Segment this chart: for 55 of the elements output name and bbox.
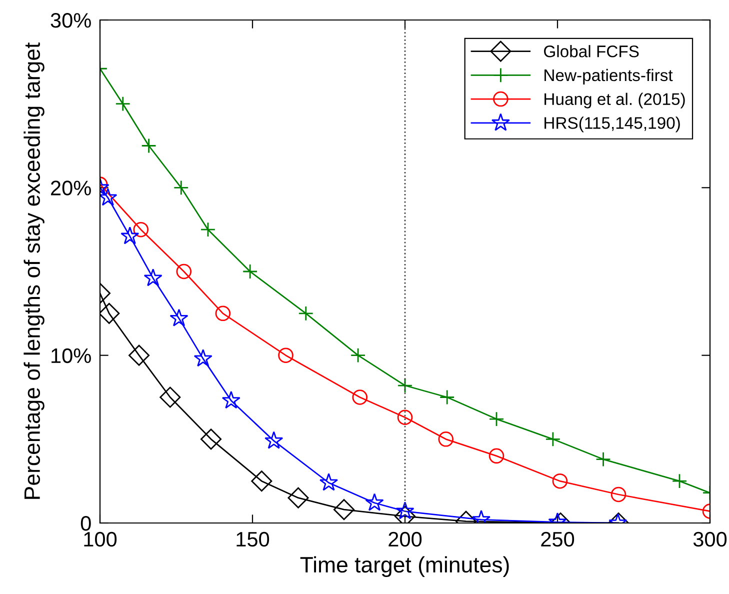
x-tick-label: 100: [84, 532, 117, 547]
point: [438, 432, 454, 447]
point: [115, 96, 131, 112]
y-tick-label: 10%: [52, 348, 91, 364]
point: [596, 452, 611, 467]
legend-label: HRS(115,145,190): [544, 116, 680, 132]
y-axis-title: Percentage of lengths of stay exceeding target: [24, 42, 44, 499]
point: [552, 473, 568, 489]
point: [610, 486, 626, 502]
point: [396, 502, 414, 520]
point: [488, 448, 504, 464]
point: [672, 473, 688, 489]
point: [160, 386, 181, 408]
legend-label: Global FCFS: [544, 45, 639, 58]
point: [397, 378, 413, 394]
point: [144, 268, 162, 286]
point: [333, 499, 355, 520]
point: [200, 428, 222, 450]
point: [319, 473, 338, 491]
point: [100, 302, 120, 324]
point: [352, 390, 368, 405]
point: [288, 487, 309, 508]
point: [278, 348, 294, 363]
point: [100, 188, 118, 206]
point: [222, 390, 240, 409]
point: [133, 222, 149, 238]
point: [545, 432, 561, 447]
point: [128, 344, 150, 366]
y-tick-label: 30%: [50, 13, 91, 28]
point: [365, 493, 384, 511]
y-tick-label: 20%: [51, 180, 91, 196]
x-tick-label: 250: [541, 532, 574, 547]
point: [170, 308, 188, 326]
point: [194, 348, 212, 367]
x-tick-label: 150: [236, 532, 270, 547]
point: [397, 410, 413, 426]
y-tick-label: 0: [80, 516, 91, 531]
x-tick-label: 300: [693, 532, 727, 547]
point: [350, 348, 366, 363]
point: [215, 306, 231, 322]
point: [141, 138, 156, 154]
point: [242, 264, 258, 280]
point: [264, 431, 284, 449]
point: [120, 226, 140, 244]
legend-label: New-patients-first: [544, 68, 673, 84]
legend-label: Huang et al. (2015): [544, 92, 685, 108]
point: [488, 411, 504, 427]
x-axis-title: Time target (minutes): [300, 556, 509, 578]
point: [173, 180, 189, 196]
point: [200, 222, 216, 238]
point: [176, 264, 192, 280]
point: [439, 390, 455, 405]
x-tick-label: 200: [388, 532, 422, 547]
point: [251, 470, 272, 492]
point: [298, 306, 314, 322]
